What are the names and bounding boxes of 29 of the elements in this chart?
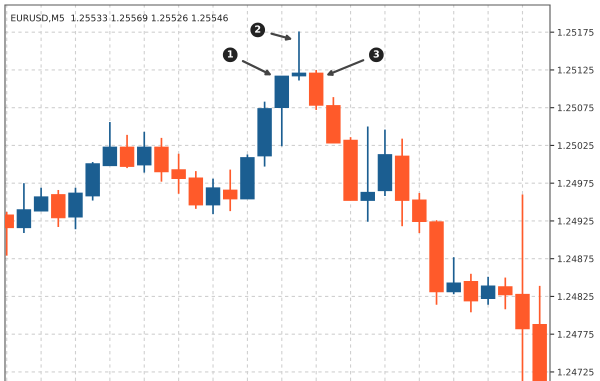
candlestick (206, 178, 220, 215)
candlestick (498, 276, 513, 310)
y-tick-label: 1.24925 (558, 218, 594, 224)
y-tick-label: 1.24825 (558, 293, 594, 300)
y-tick-label: 1.25075 (558, 104, 594, 112)
candlestick (102, 121, 118, 167)
candlestick (480, 276, 496, 306)
y-tick-label: 1.25175 (558, 28, 594, 36)
annotation: 1 (228, 50, 233, 58)
y-tick-label: 1.25125 (558, 66, 594, 74)
y-tick-label: 1.24725 (558, 368, 594, 376)
y-tick-label: 1.24975 (558, 180, 594, 187)
candlestick (171, 152, 186, 195)
candlestick (222, 168, 238, 212)
y-tick-label: 1.24875 (558, 255, 594, 262)
candlestick (16, 182, 32, 234)
annotation: 2 (255, 25, 260, 33)
text: EURUSD,M5 1.25533 1.25569 1.25526 1.25546 (11, 14, 228, 22)
annotation: 3 (374, 50, 379, 58)
y-tick-label: 1.25025 (558, 142, 594, 149)
candlestick (412, 192, 427, 234)
candlestick (464, 272, 478, 314)
y-tick-label: 1.24775 (558, 330, 594, 338)
candlestick (34, 186, 48, 212)
candlestick (51, 189, 66, 228)
candlestick (137, 131, 152, 174)
candlestick (360, 126, 375, 223)
candlestick (446, 256, 461, 296)
candlestick (120, 134, 134, 169)
